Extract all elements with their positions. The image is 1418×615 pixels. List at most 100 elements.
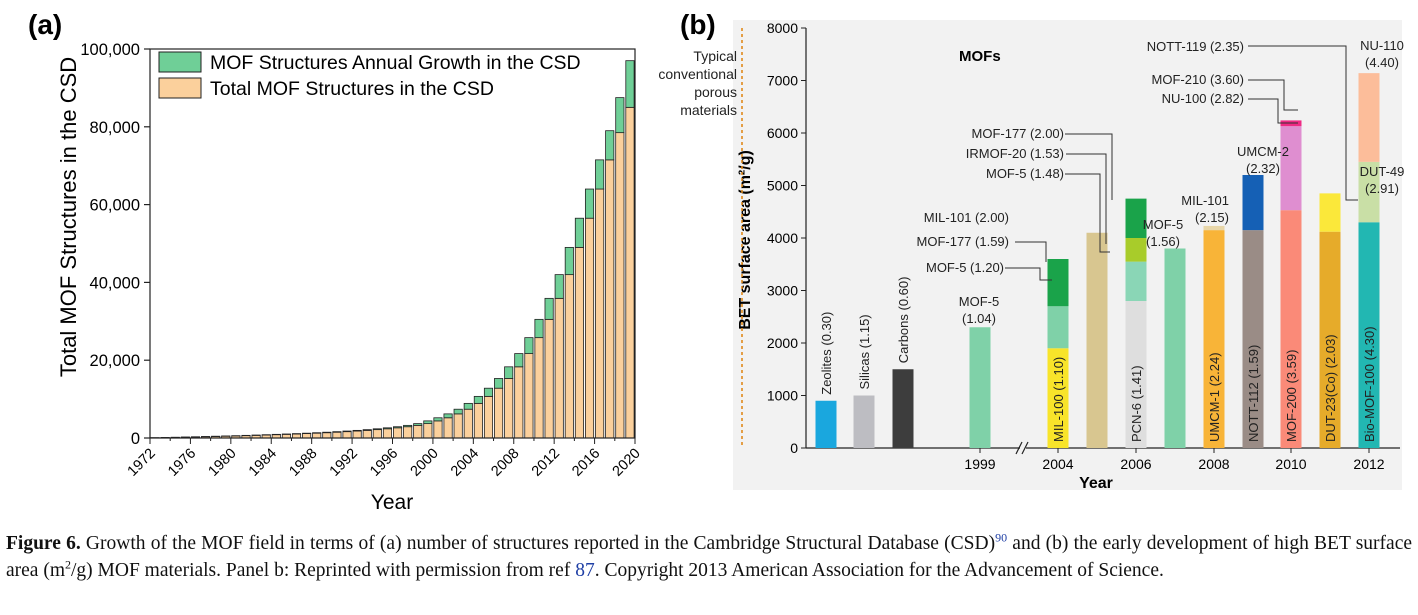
annot-dut49-line2: (2.91) [1365, 181, 1399, 196]
panel-a-xtick-label: 1976 [165, 446, 199, 480]
bar-total-2018 [615, 132, 625, 439]
annot-mof177-200: MOF-177 (2.00) [972, 126, 1064, 141]
bar-total-2004 [473, 402, 483, 439]
legend-swatch-annual-growth [158, 51, 202, 73]
bar-total-2017 [605, 159, 615, 439]
panel-b-annotations: MIL-101 (2.00) MOF-177 (1.59) MOF-5 (1.2… [917, 38, 1405, 326]
leader-mof177-200 [1065, 133, 1113, 200]
bar-growth-1989 [322, 431, 332, 434]
bar-b-label-0: Zeolites (0.30) [819, 312, 834, 395]
bar-total-1994 [372, 429, 382, 439]
panel-a-xtick-label: 2020 [610, 446, 644, 480]
bar-total-2005 [483, 395, 494, 439]
annot-mof5-120: MOF-5 (1.20) [926, 260, 1004, 275]
leader-irmof20 [1066, 153, 1107, 244]
bar-growth-2009 [524, 337, 534, 354]
annot-nu110-line2: (4.40) [1365, 55, 1399, 70]
bar-total-1986 [291, 433, 302, 439]
bar-total-2010 [534, 337, 544, 439]
caption-ref-90[interactable]: 90 [995, 530, 1008, 545]
bar-growth-2016 [595, 159, 605, 190]
panel-a-xtick-label: 1996 [367, 446, 401, 480]
annot-mil101-215-line2: (2.15) [1195, 210, 1229, 225]
bar-growth-2018 [615, 97, 625, 134]
bar-growth-2004 [473, 395, 483, 404]
panel-b-ytick-label: 8000 [767, 20, 798, 36]
panel-a-ytick-label: 60,000 [90, 197, 140, 215]
legend-label-total: Total MOF Structures in the CSD [210, 78, 494, 100]
bar-b-label-8: UMCM-1 (2.24) [1207, 352, 1222, 442]
bar-total-1999 [423, 423, 433, 439]
bar-total-1998 [413, 424, 423, 439]
bar-growth-1990 [332, 431, 342, 433]
bar-b-8-seg-0 [1203, 230, 1225, 448]
bar-total-1995 [382, 428, 392, 439]
panel-a-ytick-label: 100,000 [80, 41, 140, 59]
bar-growth-2014 [574, 217, 584, 248]
bar-b-8-seg-1 [1203, 225, 1225, 231]
bar-total-1997 [403, 426, 413, 439]
annot-nu100: NU-100 (2.82) [1162, 91, 1244, 106]
panel-a-label: (a) [28, 9, 62, 40]
bar-b-4-seg-1 [1047, 306, 1069, 349]
panel-a-bars [150, 60, 635, 439]
typical-label-line-4: materials [680, 102, 737, 118]
bar-growth-2017 [605, 130, 615, 161]
bar-total-2007 [504, 378, 514, 439]
bar-total-2008 [514, 366, 524, 439]
bar-growth-1996 [393, 426, 403, 429]
bar-growth-2008 [514, 353, 524, 368]
panel-a-ytick-label: 20,000 [90, 352, 140, 370]
panel-b-chart: (b) BET surface area (m²/g) Year 0 1000 20… [658, 9, 1404, 492]
panel-b-xtick-label: 2006 [1120, 456, 1151, 472]
annot-mof210: MOF-210 (3.60) [1152, 72, 1244, 87]
caption-text-4: . Copyright 2013 American Association fo… [594, 560, 1164, 581]
caption-ref-87[interactable]: 87 [575, 560, 595, 581]
bar-total-2011 [544, 318, 554, 439]
bar-b-6-seg-1 [1125, 261, 1147, 301]
panel-b-ytick-label: 5000 [767, 178, 798, 194]
panel-b-ytick-label: 7000 [767, 73, 798, 89]
panel-a-ytick-label: 40,000 [90, 274, 140, 292]
panel-b-ytick-label: 2000 [767, 335, 798, 351]
bar-b-label-11: DUT-23(Co) (2.03) [1323, 334, 1338, 442]
bar-b-label-10: MOF-200 (3.59) [1284, 350, 1299, 442]
bar-growth-2011 [544, 297, 554, 320]
panel-b-y-axis-label: BET surface area (m²/g) [737, 150, 754, 330]
bar-growth-2005 [483, 387, 494, 397]
bar-growth-1991 [342, 430, 352, 433]
bar-growth-1997 [403, 424, 413, 428]
bar-b-2-seg-0 [892, 369, 914, 448]
leader-nott119 [1248, 45, 1358, 201]
annot-irmof20: IRMOF-20 (1.53) [966, 146, 1064, 161]
bar-growth-2012 [554, 274, 564, 299]
bar-b-6-seg-3 [1125, 198, 1147, 238]
bar-growth-2001 [443, 413, 453, 419]
leader-nu100 [1248, 98, 1298, 124]
panel-a-xtick-label: 2008 [488, 446, 522, 480]
bar-b-10-seg-1 [1280, 126, 1302, 211]
bar-growth-1999 [423, 420, 433, 425]
bar-total-1992 [352, 430, 362, 439]
panel-b-xtick-label: 1999 [964, 456, 995, 472]
annot-mil101-200: MIL-101 (2.00) [924, 210, 1009, 225]
panel-a-legend: MOF Structures Annual Growth in the CSD … [158, 51, 581, 100]
bar-b-label-1: Silicas (1.15) [857, 314, 872, 389]
annot-umcm2-line2: (2.32) [1246, 161, 1280, 176]
bar-growth-2013 [564, 246, 574, 276]
bar-growth-2002 [453, 408, 463, 415]
figure: (a) Total MOF Structures in the CSD Year… [28, 9, 1404, 514]
bar-growth-2003 [463, 402, 473, 410]
bar-b-12-seg-2 [1358, 73, 1380, 162]
typical-label-line-2: conventional [658, 66, 737, 82]
figure-caption: Figure 6. Growth of the MOF field in ter… [6, 530, 1412, 584]
leader-mof210 [1248, 79, 1298, 111]
panel-a-xtick-label: 1992 [327, 446, 361, 480]
axis-break-mark-1 [1015, 441, 1023, 455]
bar-b-7-seg-0 [1164, 248, 1186, 448]
panel-a-xtick-label: 2016 [569, 446, 603, 480]
bar-total-1989 [322, 432, 332, 439]
bar-growth-2000 [433, 417, 443, 422]
panel-a-xtick-label: 2012 [529, 446, 563, 480]
panel-b-ytick-label: 6000 [767, 125, 798, 141]
